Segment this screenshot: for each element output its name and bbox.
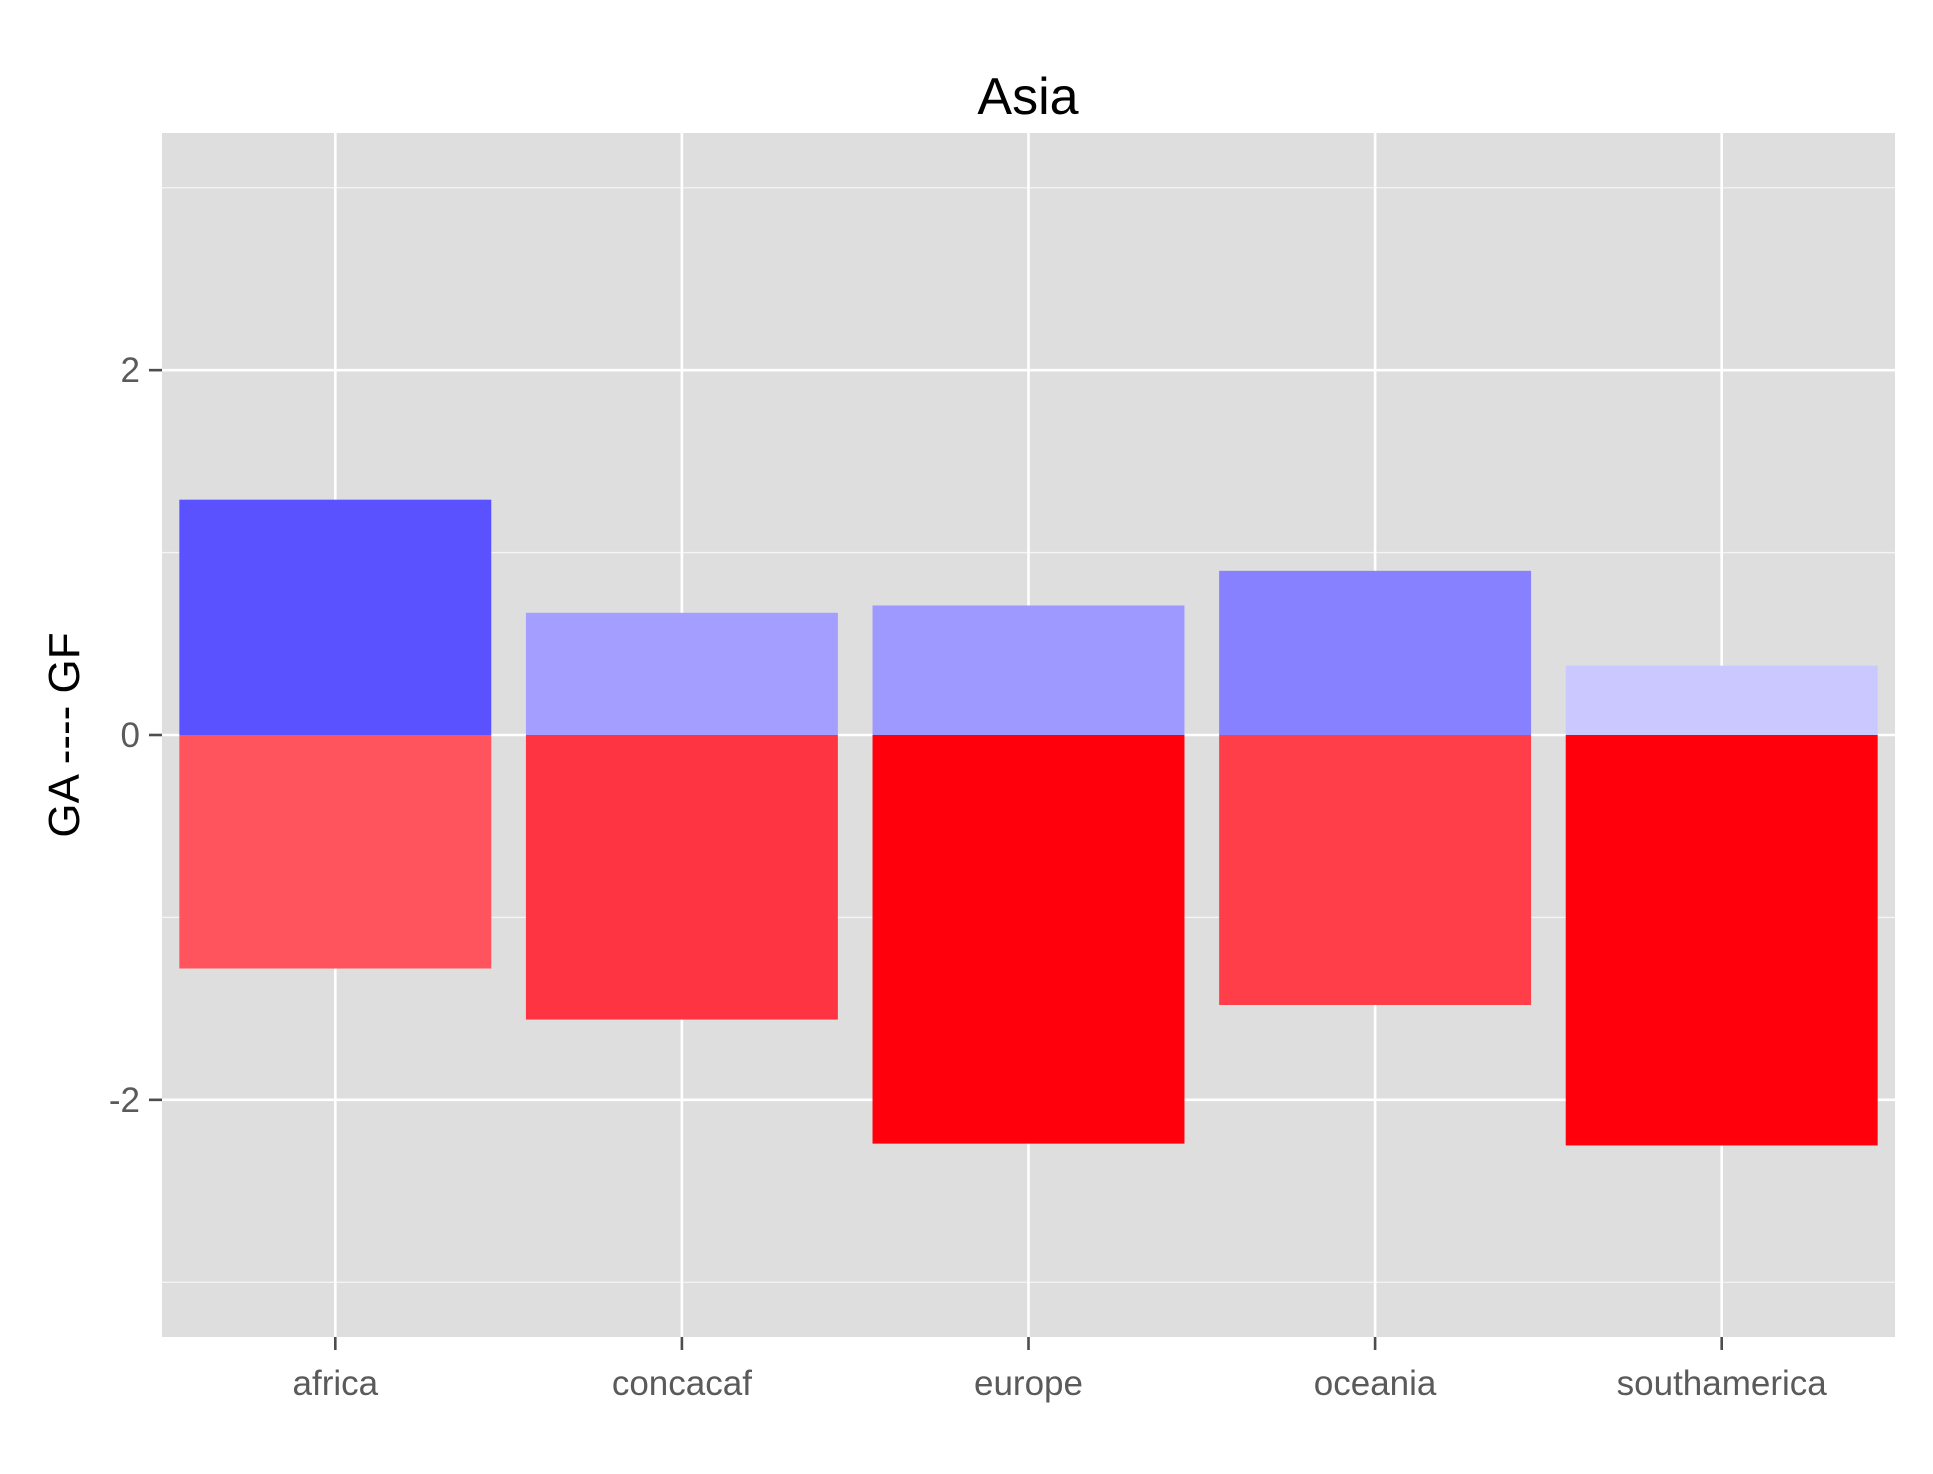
- y-tick-label: -2: [109, 1081, 140, 1120]
- x-tick-label: concacaf: [612, 1364, 752, 1403]
- bar-ga-southamerica: [1565, 735, 1878, 1146]
- x-axis: africa concacaf europe oceania southamerica: [293, 1337, 1828, 1403]
- y-tick-label: 0: [121, 716, 140, 755]
- x-tick-label: oceania: [1314, 1364, 1437, 1403]
- bar-ga-concacaf: [525, 735, 838, 1020]
- bar-gf-africa: [179, 499, 492, 735]
- bar-ga-oceania: [1219, 735, 1532, 1005]
- x-tick-label: southamerica: [1617, 1364, 1828, 1403]
- bar-gf-oceania: [1219, 570, 1532, 735]
- x-tick-label: europe: [974, 1364, 1083, 1403]
- bars: [179, 499, 1878, 1146]
- x-tick-label: africa: [293, 1364, 379, 1403]
- y-axis-label: GA ---- GF: [40, 632, 89, 837]
- bar-gf-southamerica: [1565, 665, 1878, 735]
- bar-ga-europe: [872, 735, 1185, 1144]
- bar-ga-africa: [179, 735, 492, 969]
- y-axis: -2 0 2: [109, 351, 162, 1120]
- bar-gf-concacaf: [525, 612, 838, 735]
- chart-title: Asia: [977, 68, 1078, 126]
- bar-gf-europe: [872, 605, 1185, 735]
- y-tick-label: 2: [121, 351, 140, 390]
